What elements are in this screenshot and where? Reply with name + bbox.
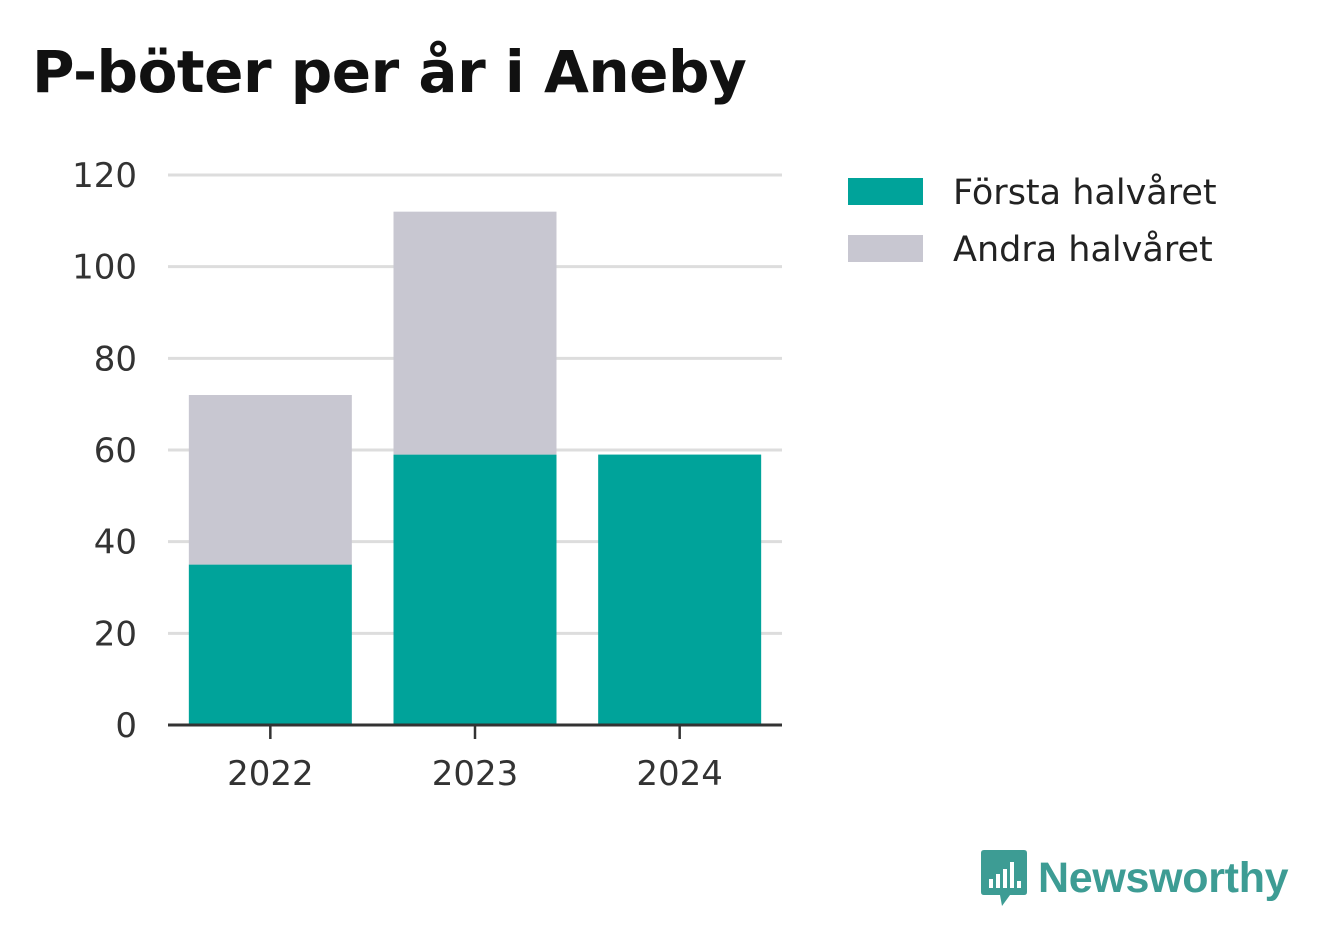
bar-segment [393, 454, 557, 725]
bar-segment [188, 395, 352, 565]
y-tick-label: 20 [94, 614, 137, 654]
chart-title: P-böter per år i Aneby [32, 38, 747, 106]
brand-name: Newsworthy [1038, 853, 1289, 902]
x-tick-label: 2023 [432, 754, 519, 794]
bar-segment [393, 211, 557, 455]
x-tick-label: 2024 [636, 754, 723, 794]
legend-swatch [848, 178, 923, 205]
y-tick-label: 60 [94, 431, 137, 471]
bar-segment [598, 454, 762, 725]
bars [188, 211, 762, 725]
legend-label: Första halvåret [953, 172, 1217, 213]
legend: Första halvåret Andra halvåret [848, 172, 1217, 270]
y-tick-label: 0 [115, 706, 137, 746]
x-tick-label: 2022 [227, 754, 314, 794]
y-tick-label: 100 [72, 248, 137, 288]
legend-swatch [848, 235, 923, 262]
y-tick-label: 120 [72, 156, 137, 196]
newsworthy-brand: Newsworthy [980, 848, 1289, 908]
newsworthy-logo-icon [981, 850, 1027, 906]
y-tick-label: 80 [94, 339, 137, 379]
y-tick-label: 40 [94, 523, 137, 563]
legend-label: Andra halvåret [953, 229, 1213, 270]
bar-segment [188, 564, 352, 725]
axes: 0 20 40 60 80 100 120 2022 2023 2024 [72, 156, 782, 794]
